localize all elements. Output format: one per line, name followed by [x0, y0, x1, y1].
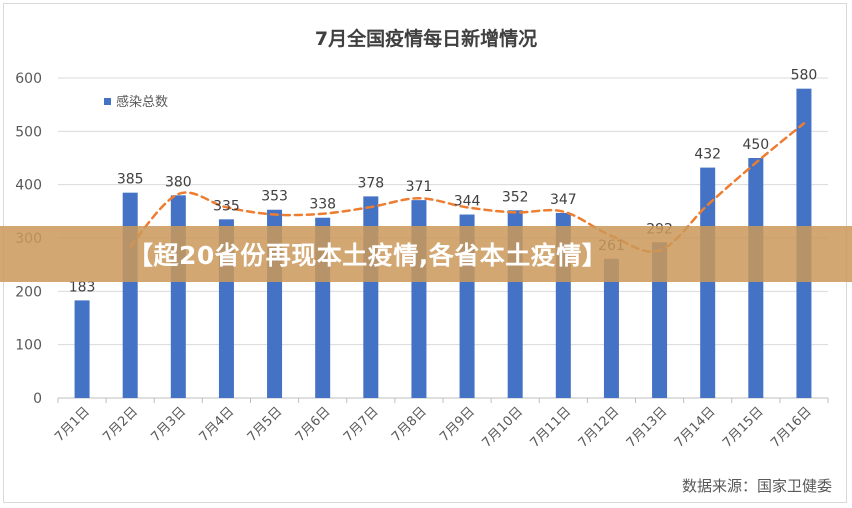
y-axis-tick-labels: 0100200300400500600	[15, 71, 42, 407]
data-label: 371	[406, 179, 433, 195]
bar	[74, 300, 90, 398]
data-label: 432	[694, 147, 721, 163]
data-label: 380	[165, 174, 192, 190]
chart-title: 7月全国疫情每日新增情况	[315, 27, 537, 50]
bar	[700, 167, 716, 398]
x-tick-label: 7月6日	[293, 404, 334, 445]
x-tick-label: 7月9日	[437, 404, 478, 445]
data-label: 385	[117, 172, 144, 188]
x-tick-label: 7月7日	[341, 404, 382, 445]
legend-label: 感染总数	[116, 94, 168, 110]
x-tick-label: 7月10日	[479, 404, 526, 451]
data-label: 378	[357, 175, 384, 191]
x-tick-label: 7月5日	[245, 404, 286, 445]
x-tick-label: 7月15日	[720, 404, 767, 451]
bar	[122, 192, 138, 398]
data-label: 183	[69, 279, 96, 295]
data-label: 344	[454, 194, 481, 210]
x-tick-label: 7月13日	[624, 404, 671, 451]
y-tick-label: 100	[15, 338, 42, 354]
y-tick-label: 400	[15, 178, 42, 194]
x-tick-label: 7月8日	[389, 404, 430, 445]
x-tick-label: 7月1日	[52, 404, 93, 445]
banner-text: 【超20省份再现本土疫情,各省本土疫情】	[128, 241, 608, 270]
y-tick-label: 600	[15, 71, 42, 87]
data-label: 347	[550, 192, 577, 208]
legend-swatch	[104, 98, 111, 105]
x-tick-label: 7月16日	[768, 404, 815, 451]
y-tick-label: 500	[15, 124, 42, 140]
trendline	[128, 122, 806, 253]
y-tick-label: 200	[15, 284, 42, 300]
data-label: 450	[742, 137, 769, 153]
overlay-banner: 【超20省份再现本土疫情,各省本土疫情】	[0, 226, 852, 282]
legend: 感染总数	[104, 94, 168, 110]
y-tick-label: 0	[33, 391, 42, 407]
x-axis-tick-labels: 7月1日 7月2日 7月3日 7月4日 7月5日 7月6日 7月7日 7月8日 7月9日 7月10…	[52, 404, 815, 451]
x-tick-label: 7月4日	[197, 404, 238, 445]
data-label: 335	[213, 198, 240, 214]
x-tick-label: 7月2日	[100, 404, 141, 445]
data-source-label: 数据来源：国家卫健委	[681, 477, 832, 495]
x-tick-label: 7月11日	[528, 404, 575, 451]
bar	[603, 258, 619, 398]
x-tick-label: 7月12日	[576, 404, 623, 451]
data-label: 580	[791, 68, 818, 84]
data-label: 352	[502, 189, 529, 205]
data-label: 338	[309, 197, 336, 213]
x-tick-label: 7月3日	[148, 404, 189, 445]
trendline-path	[128, 122, 806, 253]
x-tick-label: 7月14日	[672, 404, 719, 451]
data-label: 353	[261, 189, 288, 205]
